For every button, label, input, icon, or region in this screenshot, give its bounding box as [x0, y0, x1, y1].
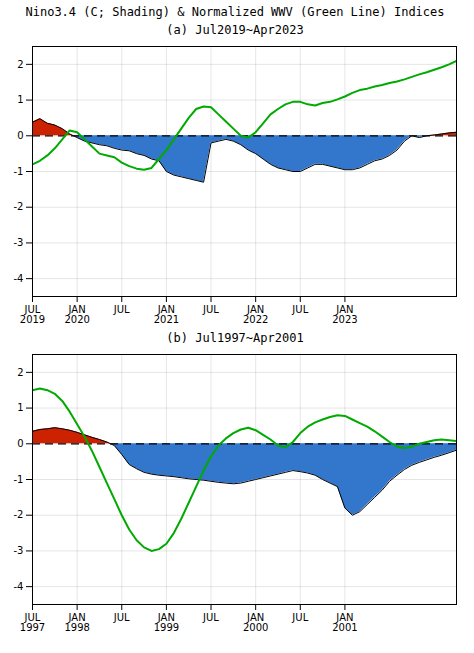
- svg-text:JUL2019: JUL2019: [20, 304, 45, 325]
- svg-text:-1: -1: [14, 166, 24, 177]
- svg-text:JUL: JUL: [291, 612, 308, 623]
- svg-text:JUL: JUL: [113, 304, 130, 315]
- svg-text:0: 0: [17, 130, 23, 141]
- svg-text:JAN2020: JAN2020: [64, 304, 89, 325]
- svg-text:JUL: JUL: [113, 612, 130, 623]
- svg-text:1: 1: [17, 94, 23, 105]
- svg-text:1: 1: [17, 402, 23, 413]
- svg-text:-3: -3: [14, 237, 24, 248]
- svg-text:-4: -4: [14, 273, 24, 284]
- html-text:(a) Jul2019~Apr2023: (a) Jul2019~Apr2023: [166, 23, 304, 37]
- svg-text:0: 0: [17, 438, 23, 449]
- svg-text:JAN1998: JAN1998: [64, 612, 89, 633]
- svg-text:-3: -3: [14, 545, 24, 556]
- svg-text:JUL: JUL: [202, 612, 219, 623]
- svg-text:-2: -2: [14, 509, 24, 520]
- html-text:(b) Jul1997~Apr2001: (b) Jul1997~Apr2001: [166, 331, 304, 345]
- svg-text:JAN1999: JAN1999: [154, 612, 179, 633]
- svg-text:JAN2022: JAN2022: [243, 304, 268, 325]
- svg-text:JAN2001: JAN2001: [332, 612, 357, 633]
- svg-text:2: 2: [17, 59, 23, 70]
- svg-text:JAN2023: JAN2023: [332, 304, 357, 325]
- html-text:Nino3.4 (C; Shading) & Normali: Nino3.4 (C; Shading) & Normalized WWV (G…: [25, 5, 445, 19]
- svg-text:JAN2000: JAN2000: [243, 612, 268, 633]
- svg-text:JUL1997: JUL1997: [20, 612, 45, 633]
- svg-text:JUL: JUL: [202, 304, 219, 315]
- svg-text:-1: -1: [14, 474, 24, 485]
- svg-text:-2: -2: [14, 201, 24, 212]
- svg-text:-4: -4: [14, 581, 24, 592]
- svg-text:2: 2: [17, 367, 23, 378]
- svg-text:JUL: JUL: [291, 304, 308, 315]
- svg-text:JAN2021: JAN2021: [154, 304, 179, 325]
